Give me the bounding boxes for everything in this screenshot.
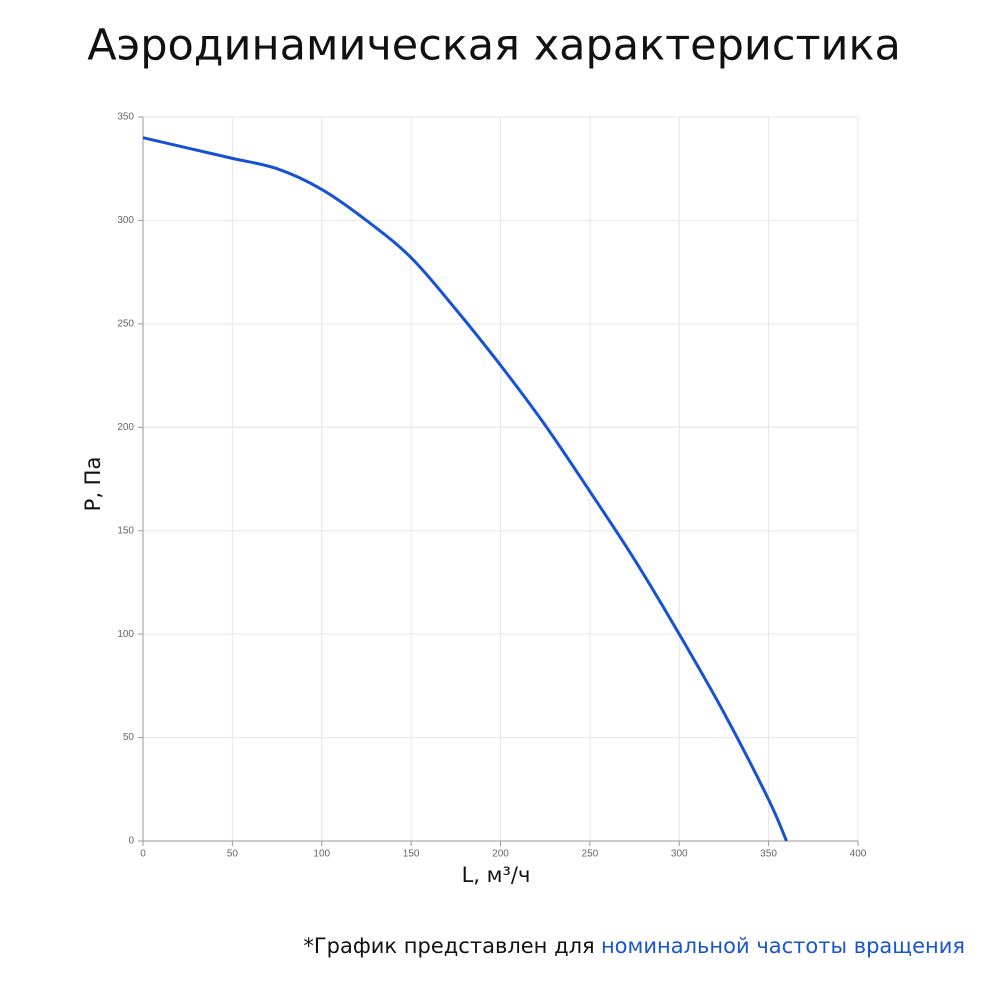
y-tick-label: 50 xyxy=(123,732,135,743)
y-tick-label: 150 xyxy=(117,525,134,536)
footnote-highlight: номинальной частоты вращения xyxy=(600,934,965,958)
x-tick-label: 250 xyxy=(582,849,599,860)
x-axis-label: L, м³/ч xyxy=(462,863,531,887)
footnote: *График представлен для номинальной часто… xyxy=(303,934,965,958)
x-tick-label: 150 xyxy=(403,849,420,860)
x-tick-label: 400 xyxy=(850,849,867,860)
x-tick-label: 50 xyxy=(227,849,239,860)
y-tick-label: 200 xyxy=(117,422,134,433)
y-tick-label: 250 xyxy=(117,318,134,329)
footnote-text: *График представлен для xyxy=(303,934,595,958)
y-tick-label: 100 xyxy=(117,629,134,640)
x-tick-label: 0 xyxy=(140,849,146,860)
y-axis-label: P, Па xyxy=(81,457,105,512)
y-tick-label: 350 xyxy=(117,112,134,123)
x-tick-label: 200 xyxy=(492,849,509,860)
y-tick-label: 300 xyxy=(117,215,134,226)
data-line xyxy=(142,136,788,842)
x-tick-label: 350 xyxy=(760,849,777,860)
y-tick-label: 0 xyxy=(128,836,134,847)
chart-title: Аэродинамическая характеристика xyxy=(87,21,901,71)
x-tick-label: 300 xyxy=(671,849,688,860)
x-tick-label: 100 xyxy=(313,849,330,860)
